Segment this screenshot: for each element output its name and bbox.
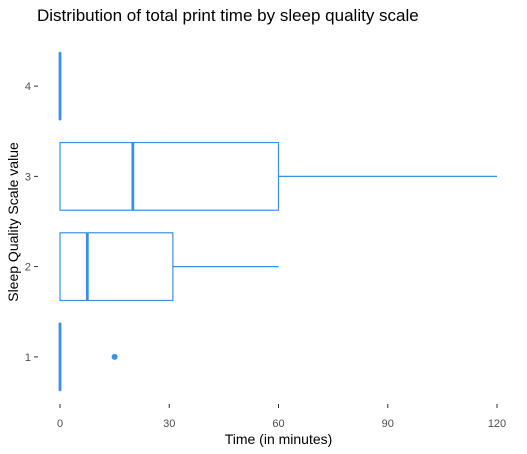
outlier-point (111, 353, 118, 360)
y-axis-title: Sleep Quality Scale value (5, 142, 21, 302)
boxes-layer (58, 51, 497, 392)
box-iqr (59, 141, 280, 211)
y-tick-label: 1 (25, 352, 31, 364)
box-iqr (59, 232, 174, 302)
chart-title: Distribution of total print time by slee… (37, 6, 419, 25)
y-tick-label: 3 (25, 171, 31, 183)
box-category-2 (59, 232, 279, 302)
x-axis: 0 30 60 90 120 (57, 404, 506, 430)
box-category-1 (58, 322, 118, 392)
x-tick-label: 30 (163, 418, 175, 430)
x-tick-label: 90 (382, 418, 394, 430)
x-tick-label: 60 (272, 418, 284, 430)
x-tick-label: 120 (488, 418, 506, 430)
x-tick-label: 0 (57, 418, 63, 430)
x-axis-title: Time (in minutes) (225, 431, 333, 447)
box-category-3 (59, 141, 497, 211)
y-tick-label: 2 (25, 262, 31, 274)
y-tick-label: 4 (25, 81, 31, 93)
y-axis: 1 2 3 4 (25, 81, 38, 364)
